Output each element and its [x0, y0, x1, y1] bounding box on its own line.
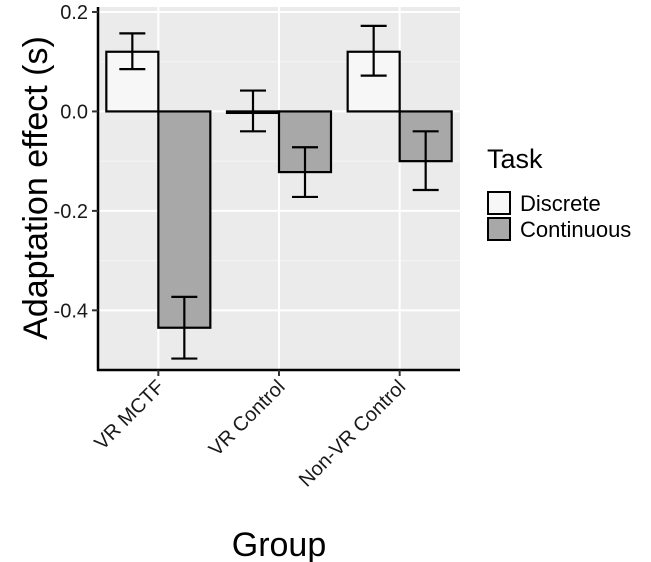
x-tick-labels: VR MCTF VR Control Non-VR Control	[90, 376, 410, 491]
error-bar-continuous	[171, 295, 198, 360]
legend-label-continuous: Continuous	[520, 217, 631, 242]
bar-continuous	[157, 110, 212, 329]
error-bars	[119, 24, 439, 360]
y-axis-title: Adaptation effect (s)	[17, 36, 55, 340]
error-bar-continuous	[412, 130, 439, 192]
y-tick-labels: -0.4 -0.2 0.0 0.2	[54, 2, 88, 322]
y-tick-label: -0.2	[54, 201, 88, 223]
y-tick-label: 0.2	[60, 2, 88, 24]
legend-key-continuous	[487, 217, 511, 241]
bar-discrete	[105, 50, 160, 113]
error-bar-discrete	[119, 32, 146, 71]
x-axis-title: Group	[232, 526, 327, 562]
legend-label-discrete: Discrete	[520, 191, 601, 216]
error-bar-discrete	[360, 24, 387, 77]
axes	[92, 7, 460, 376]
legend: Task Discrete Continuous	[487, 144, 631, 242]
error-bar-discrete	[240, 89, 266, 133]
legend-title: Task	[487, 144, 543, 174]
y-tick-label: 0.0	[60, 101, 88, 123]
legend-key-discrete	[487, 191, 511, 215]
x-tick-label: VR MCTF	[90, 376, 168, 454]
x-tick-label: VR Control	[205, 376, 290, 461]
x-tick-label: Non-VR Control	[295, 376, 410, 491]
error-bar-continuous	[292, 146, 318, 199]
y-tick-label: -0.4	[54, 300, 88, 322]
